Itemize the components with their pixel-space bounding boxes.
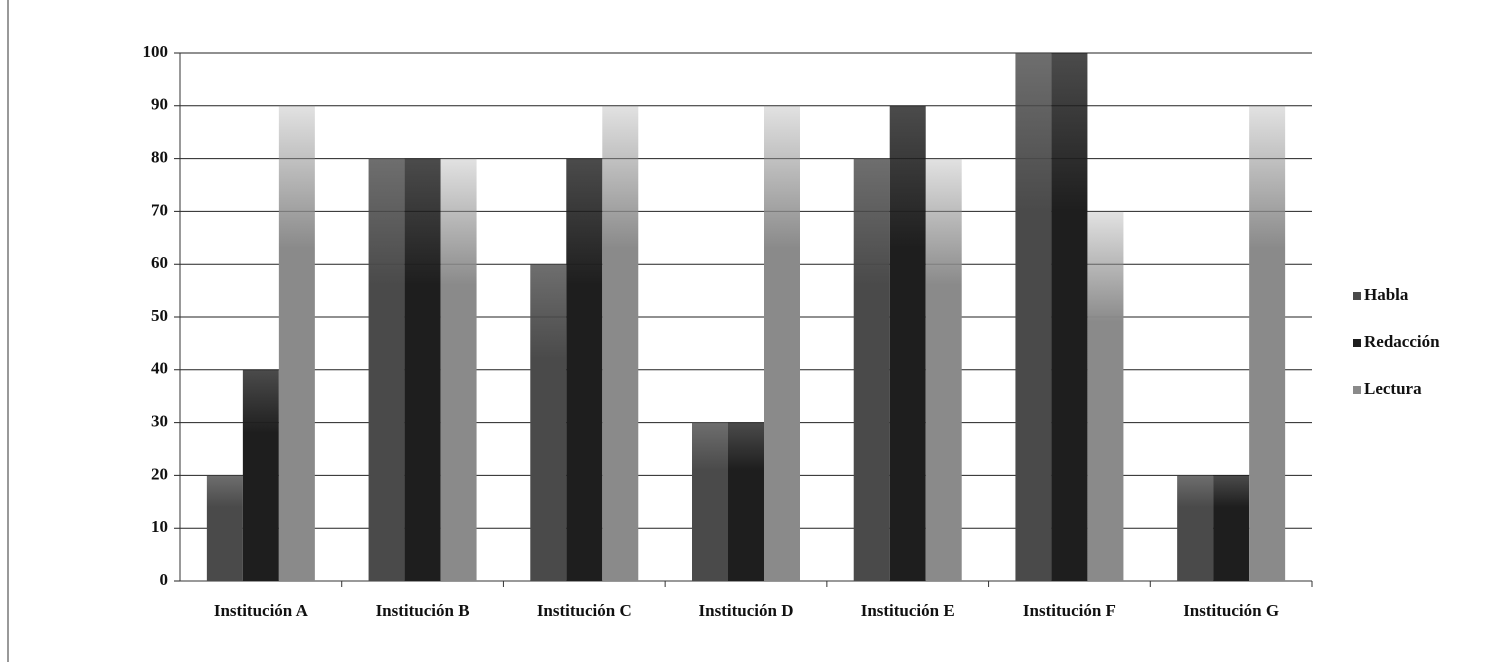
y-tick-label: 40 xyxy=(151,359,168,378)
bar xyxy=(1051,53,1088,581)
y-tick-label: 30 xyxy=(151,412,168,431)
bar xyxy=(278,105,315,582)
x-tick-label: Institución G xyxy=(1183,601,1279,620)
bar xyxy=(1177,475,1214,581)
x-tick-label: Institución C xyxy=(537,601,632,620)
bar xyxy=(1087,211,1124,581)
y-tick-label: 10 xyxy=(151,517,168,536)
y-tick-label: 0 xyxy=(160,570,169,589)
bar xyxy=(1015,53,1052,581)
bar xyxy=(853,158,890,581)
y-tick-label: 100 xyxy=(143,42,169,61)
bar xyxy=(1249,105,1286,582)
legend-label: Habla xyxy=(1364,285,1409,304)
x-tick-label: Institución A xyxy=(214,601,309,620)
bar xyxy=(764,105,800,582)
bar xyxy=(206,475,243,581)
x-tick-label: Institución D xyxy=(699,601,794,620)
y-tick-label: 70 xyxy=(151,200,168,219)
bar xyxy=(368,158,405,581)
legend-label: Redacción xyxy=(1364,332,1440,351)
bar xyxy=(566,158,603,581)
legend-label: Lectura xyxy=(1364,379,1422,398)
bar xyxy=(242,369,279,581)
bar xyxy=(889,105,926,582)
bar xyxy=(530,264,567,581)
bar xyxy=(728,422,764,581)
y-tick-label: 60 xyxy=(151,253,168,272)
bar xyxy=(404,158,441,581)
y-tick-label: 50 xyxy=(151,306,168,325)
bar xyxy=(602,105,639,582)
bar xyxy=(440,158,477,581)
y-tick-label: 80 xyxy=(151,148,168,167)
bar xyxy=(692,422,728,581)
y-tick-label: 20 xyxy=(151,464,168,483)
bar xyxy=(925,158,962,581)
legend-swatch xyxy=(1353,292,1361,300)
legend-swatch xyxy=(1353,386,1361,394)
x-tick-label: Institución F xyxy=(1023,601,1116,620)
x-tick-label: Institución E xyxy=(861,601,955,620)
x-tick-label: Institución B xyxy=(376,601,470,620)
bar xyxy=(1213,475,1250,581)
y-tick-label: 90 xyxy=(151,95,168,114)
legend-swatch xyxy=(1353,339,1361,347)
